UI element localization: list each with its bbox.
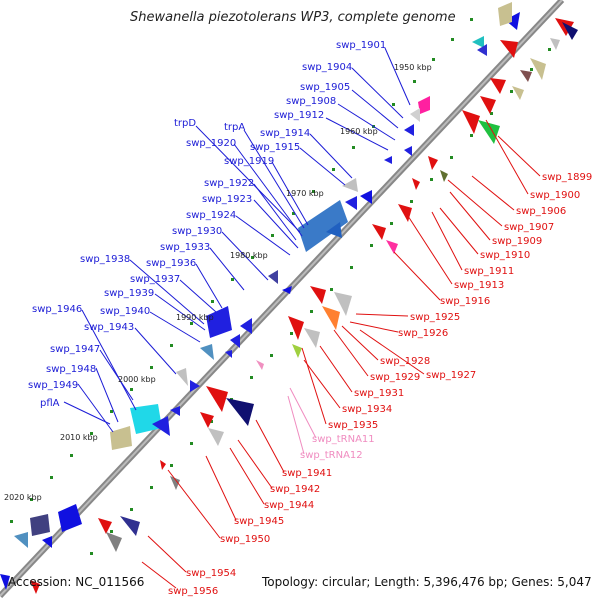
gene-label: swp_1938 bbox=[80, 254, 130, 265]
gene-label: swp_1905 bbox=[300, 82, 350, 93]
gene-label: swp_1901 bbox=[336, 40, 386, 51]
gene-label: swp_1928 bbox=[380, 356, 430, 367]
gene-label: swp_1907 bbox=[504, 222, 554, 233]
trna-label: swp_tRNA11 bbox=[312, 434, 375, 445]
kbp-label-2000: 2000 kbp bbox=[118, 375, 156, 384]
gene-label: swp_1942 bbox=[270, 484, 320, 495]
gene-label: swp_1937 bbox=[130, 274, 180, 285]
gene-label: swp_1919 bbox=[224, 156, 274, 167]
gene-label: swp_1925 bbox=[410, 312, 460, 323]
gene-label: swp_1906 bbox=[516, 206, 566, 217]
gene-label: pflA bbox=[40, 398, 60, 409]
gene-label: swp_1934 bbox=[342, 404, 392, 415]
genome-summary-text: Topology: circular; Length: 5,396,476 bp… bbox=[262, 575, 592, 589]
gene-label: trpA bbox=[224, 122, 245, 133]
gene-label: swp_1924 bbox=[186, 210, 236, 221]
right-leader-lines bbox=[141, 119, 541, 589]
gene-label: swp_1956 bbox=[168, 586, 218, 597]
gene-label: swp_1904 bbox=[302, 62, 352, 73]
gene-label: swp_1915 bbox=[250, 142, 300, 153]
gene-label: swp_1935 bbox=[328, 420, 378, 431]
gene-label: swp_1929 bbox=[370, 372, 420, 383]
right-gene-labels: swp_1899 swp_1900 swp_1906 swp_1907 swp_… bbox=[168, 172, 592, 597]
left-leader-lines bbox=[63, 47, 411, 433]
gene-label: swp_1930 bbox=[172, 226, 222, 237]
gene-label: swp_1922 bbox=[204, 178, 254, 189]
gene-label: swp_1908 bbox=[286, 96, 336, 107]
kbp-label-1980: 1980 kbp bbox=[230, 251, 268, 260]
tick-marks bbox=[10, 18, 551, 555]
gene-label: swp_1899 bbox=[542, 172, 592, 183]
left-gene-labels: swp_1901 swp_1904 swp_1905 swp_1908 swp_… bbox=[28, 40, 386, 409]
minus-strand-features bbox=[30, 18, 578, 594]
gene-label: swp_1914 bbox=[260, 128, 310, 139]
gene-label: swp_1950 bbox=[220, 534, 270, 545]
gene-label: swp_1936 bbox=[146, 258, 196, 269]
gene-label: swp_1920 bbox=[186, 138, 236, 149]
gene-label: swp_1923 bbox=[202, 194, 252, 205]
gene-label: swp_1933 bbox=[160, 242, 210, 253]
gene-label: swp_1945 bbox=[234, 516, 284, 527]
gene-label: swp_1941 bbox=[282, 468, 332, 479]
gene-label: swp_1927 bbox=[426, 370, 476, 381]
gene-label: trpD bbox=[174, 118, 196, 129]
gene-label: swp_1916 bbox=[440, 296, 490, 307]
gene-label: swp_1943 bbox=[84, 322, 134, 333]
gene-label: swp_1949 bbox=[28, 380, 78, 391]
gene-label: swp_1909 bbox=[492, 236, 542, 247]
gene-label: swp_1900 bbox=[530, 190, 580, 201]
kbp-label-2010: 2010 kbp bbox=[60, 433, 98, 442]
kbp-label-1970: 1970 kbp bbox=[286, 189, 324, 198]
gene-label: swp_1946 bbox=[32, 304, 82, 315]
genome-title: Shewanella piezotolerans WP3, complete g… bbox=[130, 10, 456, 25]
genome-backbone-highlight bbox=[0, 0, 563, 597]
plus-strand-features bbox=[0, 2, 520, 590]
kbp-scale-labels: 1950 kbp 1960 kbp 1970 kbp 1980 kbp 1990… bbox=[4, 63, 432, 502]
accession-text: Accession: NC_011566 bbox=[8, 575, 145, 589]
trna-label: swp_tRNA12 bbox=[300, 450, 363, 461]
trna-leader-lines bbox=[287, 387, 317, 455]
gene-label: swp_1931 bbox=[354, 388, 404, 399]
gene-label: swp_1948 bbox=[46, 364, 96, 375]
gene-label: swp_1910 bbox=[480, 250, 530, 261]
kbp-label-2020: 2020 kbp bbox=[4, 493, 42, 502]
gene-label: swp_1947 bbox=[50, 344, 100, 355]
gene-label: swp_1926 bbox=[398, 328, 448, 339]
gene-label: swp_1939 bbox=[104, 288, 154, 299]
gene-label: swp_1940 bbox=[100, 306, 150, 317]
gene-label: swp_1944 bbox=[264, 500, 314, 511]
kbp-label-1960: 1960 kbp bbox=[340, 127, 378, 136]
kbp-label-1990: 1990 kbp bbox=[176, 313, 214, 322]
gene-label: swp_1954 bbox=[186, 568, 236, 579]
kbp-label-1950: 1950 kbp bbox=[394, 63, 432, 72]
gene-label: swp_1911 bbox=[464, 266, 514, 277]
gene-label: swp_1912 bbox=[274, 110, 324, 121]
gene-label: swp_1913 bbox=[454, 280, 504, 291]
